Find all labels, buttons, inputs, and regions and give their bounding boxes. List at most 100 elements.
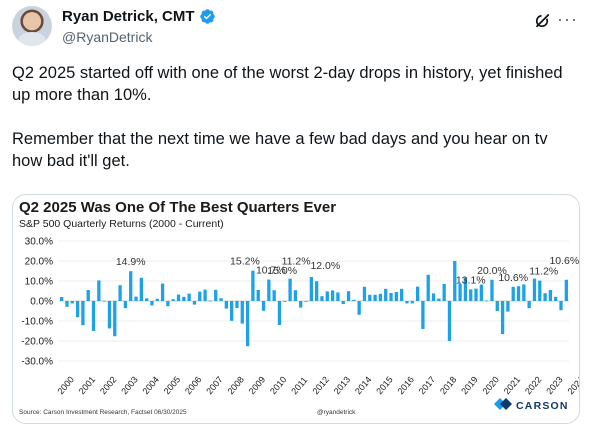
- bar: [554, 296, 558, 301]
- y-tick-label: 20.0%: [25, 257, 53, 268]
- tweet-header: Ryan Detrick, CMT @RyanDetrick ···: [12, 4, 580, 52]
- bar: [389, 293, 393, 301]
- y-axis: 30.0% 20.0% 10.0% 0.0% -10.0% -20.0% -30.0%: [21, 237, 53, 368]
- bar: [564, 279, 568, 301]
- bar: [219, 298, 223, 301]
- bar: [384, 288, 388, 301]
- bar: [139, 277, 143, 301]
- bar: [368, 294, 372, 301]
- bar: [405, 301, 409, 304]
- media-card[interactable]: Q2 2025 Was One Of The Best Quarters Eve…: [12, 194, 580, 424]
- bar: [145, 298, 149, 301]
- y-tick-label: -10.0%: [21, 317, 53, 328]
- bar: [437, 298, 441, 301]
- bar: [118, 285, 122, 301]
- bar: [315, 281, 319, 301]
- bar: [442, 284, 446, 301]
- bar: [283, 301, 287, 302]
- bar: [235, 301, 239, 308]
- bar: [203, 289, 207, 301]
- bar: [458, 284, 462, 301]
- data-label: 15.0%: [267, 265, 297, 277]
- bar: [299, 301, 303, 308]
- bar: [288, 278, 292, 301]
- bar: [410, 301, 414, 304]
- bar: [256, 290, 260, 301]
- chart-gridlines: [59, 240, 569, 362]
- author-handle[interactable]: @RyanDetrick: [62, 29, 153, 45]
- bar: [495, 301, 499, 311]
- bar: [527, 301, 531, 309]
- bar: [261, 301, 266, 311]
- tweet-paragraph: Q2 2025 started off with one of the wors…: [12, 64, 563, 104]
- y-tick-label: 0.0%: [30, 297, 53, 308]
- bar: [129, 271, 133, 301]
- bar: [113, 301, 117, 337]
- bar: [479, 284, 483, 301]
- bar: [336, 292, 340, 301]
- bar: [75, 301, 80, 318]
- bar: [240, 301, 244, 324]
- bar: [453, 261, 457, 301]
- bar: [506, 301, 510, 312]
- more-options-icon[interactable]: ···: [557, 9, 578, 29]
- bar: [469, 289, 473, 301]
- bar: [97, 280, 101, 301]
- bar: [176, 294, 181, 301]
- bar: [192, 301, 197, 305]
- bar: [86, 290, 90, 301]
- bar: [245, 301, 250, 347]
- author-name[interactable]: Ryan Detrick, CMT: [62, 8, 195, 25]
- bar: [107, 301, 112, 329]
- data-label: 14.9%: [116, 256, 146, 268]
- bar: [230, 301, 234, 321]
- bar: [134, 296, 138, 301]
- bar: [214, 289, 218, 301]
- bar: [267, 279, 271, 301]
- bar: [325, 291, 329, 301]
- bar: [320, 296, 324, 301]
- bar: [543, 293, 547, 301]
- bar: [463, 277, 468, 301]
- bar: [516, 286, 521, 301]
- bar: [70, 301, 74, 304]
- bar: [277, 301, 282, 325]
- tweet-paragraph: Remember that the next time we have a fe…: [12, 130, 548, 170]
- chart-subtitle: S&P 500 Quarterly Returns (2000 - Curren…: [19, 218, 224, 230]
- bar: [532, 278, 537, 301]
- bar: [485, 300, 489, 302]
- bar: [330, 290, 335, 301]
- bar: [123, 301, 128, 309]
- grok-icon[interactable]: [534, 12, 552, 30]
- data-labels: 14.9% 15.2%10.7%15.0%11.2% 12.0%13.1%20.0%…: [116, 255, 579, 287]
- bar: [400, 288, 404, 301]
- bar: [304, 301, 308, 302]
- bar: [102, 300, 106, 302]
- bar: [431, 293, 436, 301]
- bar: [538, 280, 542, 301]
- y-tick-label: -30.0%: [21, 357, 53, 368]
- bar: [415, 286, 420, 301]
- data-label: 13.1%: [456, 274, 486, 286]
- author-name-row[interactable]: Ryan Detrick, CMT: [62, 8, 216, 25]
- bar: [522, 284, 526, 301]
- bar: [490, 279, 494, 301]
- bar: [293, 290, 298, 301]
- bar: [91, 301, 96, 331]
- y-tick-label: 30.0%: [25, 237, 53, 248]
- chart-watermark: @ryandetrick: [317, 409, 356, 416]
- bar: [81, 301, 85, 326]
- data-label: 12.0%: [310, 260, 340, 272]
- avatar[interactable]: [12, 6, 52, 46]
- data-label: 11.2%: [529, 266, 558, 278]
- bar: [182, 296, 186, 301]
- verified-badge-icon: [199, 9, 215, 24]
- bar: [60, 297, 64, 301]
- bar: [421, 301, 425, 329]
- bar: [155, 298, 159, 301]
- bars: [60, 261, 568, 347]
- bar: [272, 290, 276, 301]
- y-tick-label: -20.0%: [21, 337, 53, 348]
- bar: [251, 270, 255, 301]
- carson-brand: CARSON: [516, 400, 569, 412]
